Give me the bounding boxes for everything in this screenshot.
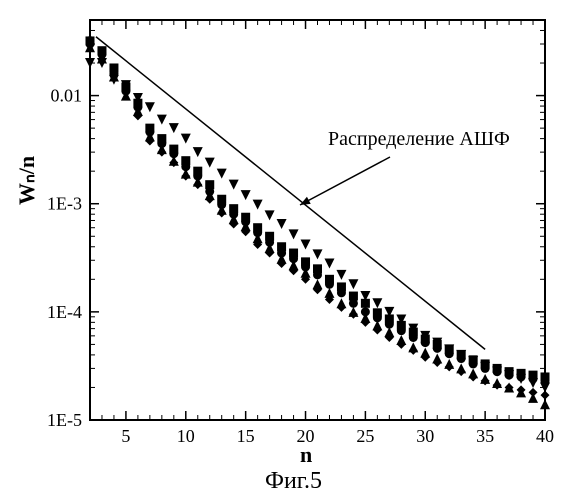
svg-text:30: 30 [416,426,434,446]
svg-text:40: 40 [536,426,554,446]
annotation-label: Распределение АШФ [328,128,510,151]
svg-text:10: 10 [177,426,195,446]
svg-text:1E-4: 1E-4 [47,302,82,322]
svg-text:0.01: 0.01 [51,86,83,106]
svg-text:35: 35 [476,426,494,446]
figure-caption: Фиг.5 [265,468,322,495]
svg-text:25: 25 [356,426,374,446]
plot-area: 5101520253035401E-51E-41E-30.01 [0,0,577,470]
y-axis-label: Wₙ/n [14,156,40,205]
svg-text:15: 15 [237,426,255,446]
svg-text:1E-3: 1E-3 [47,194,82,214]
svg-text:1E-5: 1E-5 [47,410,82,430]
figure-5: 5101520253035401E-51E-41E-30.01 Распреде… [0,0,577,500]
x-axis-label: n [300,442,312,468]
svg-text:5: 5 [121,426,130,446]
